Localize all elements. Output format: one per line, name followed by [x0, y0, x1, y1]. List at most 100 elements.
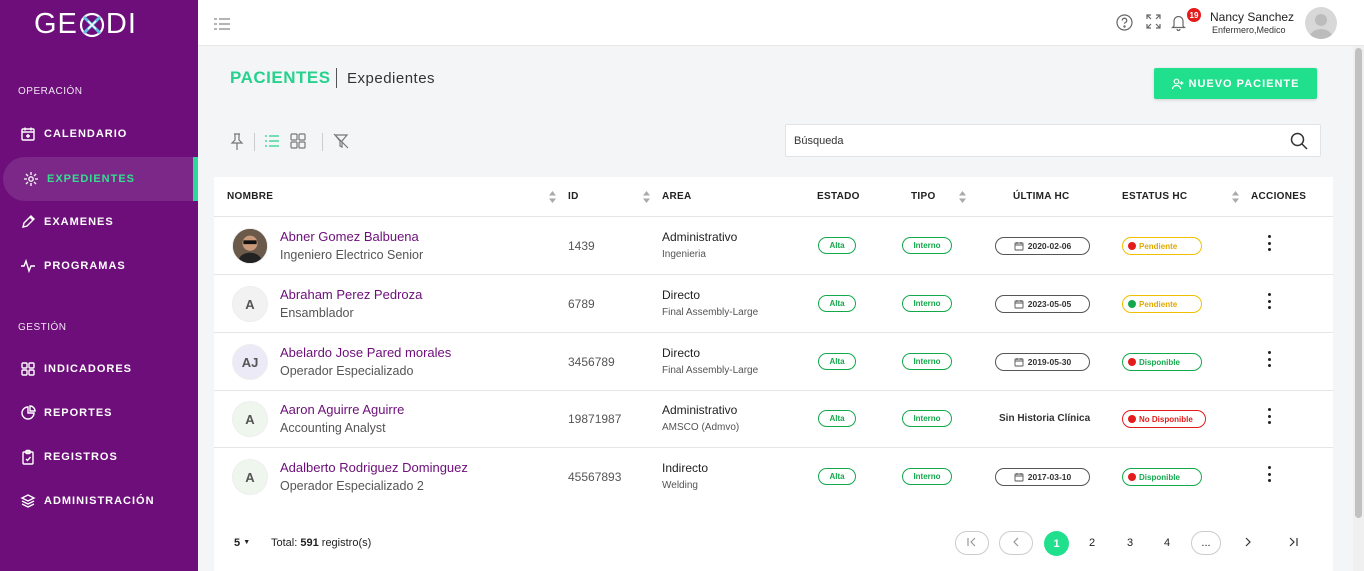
chevron-down-icon: ▼ — [243, 539, 251, 546]
first-page-button[interactable] — [955, 531, 989, 555]
row-actions-menu-icon[interactable] — [1263, 351, 1275, 367]
total-label: Total: — [271, 537, 298, 549]
page-size-value: 5 — [234, 537, 241, 549]
status-dot-icon — [1128, 473, 1136, 481]
new-patient-label: NUEVO PACIENTE — [1188, 77, 1300, 90]
patient-area: Administrativo — [662, 403, 738, 417]
column-header-ultima-hc[interactable]: ÚLTIMA HC — [1013, 191, 1070, 202]
tipo-badge: Interno — [902, 295, 952, 312]
page-button-4[interactable]: 4 — [1155, 531, 1179, 555]
column-header-area[interactable]: AREA — [662, 191, 692, 202]
topbar: 19 Nancy Sanchez Enfermero,Medico — [198, 0, 1364, 46]
page-subtitle: Expedientes — [347, 70, 436, 87]
section-label-operacion: OPERACIÓN — [18, 86, 83, 97]
column-header-estatus-hc[interactable]: ESTATUS HC — [1122, 191, 1188, 202]
user-name[interactable]: Nancy Sanchez — [1210, 10, 1295, 24]
patient-id: 45567893 — [568, 470, 622, 484]
more-pages-button[interactable]: ... — [1191, 531, 1221, 555]
sort-icon[interactable] — [643, 190, 650, 208]
sort-icon[interactable] — [959, 190, 966, 208]
estado-badge: Alta — [818, 410, 856, 427]
page-button-1[interactable]: 1 — [1044, 531, 1069, 556]
search-icon[interactable] — [1290, 132, 1308, 155]
new-patient-button[interactable]: NUEVO PACIENTE — [1154, 68, 1317, 99]
column-header-nombre[interactable]: NOMBRE — [227, 191, 274, 202]
avatar[interactable]: A — [232, 286, 268, 322]
toolbar-divider — [254, 133, 255, 151]
avatar[interactable]: A — [232, 459, 268, 495]
row-actions-menu-icon[interactable] — [1263, 293, 1275, 309]
row-actions-menu-icon[interactable] — [1263, 408, 1275, 424]
sidebar-item-calendario[interactable]: CALENDARIO — [0, 112, 198, 156]
pin-icon[interactable] — [230, 133, 244, 156]
page-size-select[interactable]: 5 ▼ — [234, 537, 250, 549]
patient-job: Ingeniero Electrico Senior — [280, 248, 424, 262]
patient-name-link[interactable]: Adalberto Rodriguez Dominguez — [280, 460, 468, 475]
row-actions-menu-icon[interactable] — [1263, 235, 1275, 251]
sidebar-item-label: REPORTES — [44, 407, 113, 419]
sidebar-item-examenes[interactable]: EXAMENES — [0, 200, 198, 244]
patient-area: Indirecto — [662, 461, 709, 475]
avatar[interactable]: AJ — [232, 344, 268, 380]
row-divider — [214, 332, 1333, 333]
patient-job: Accounting Analyst — [280, 421, 386, 435]
fullscreen-icon[interactable] — [1146, 14, 1161, 34]
column-header-id[interactable]: ID — [568, 191, 579, 202]
user-role: Enfermero,Medico — [1212, 25, 1286, 35]
toolbar-divider — [322, 133, 323, 151]
page-button-2[interactable]: 2 — [1080, 531, 1104, 555]
sidebar-item-administracion[interactable]: ADMINISTRACIÓN — [0, 479, 198, 523]
search-input[interactable] — [786, 125, 1266, 156]
patient-area-sub: Welding — [662, 480, 698, 491]
last-hc-date[interactable]: 2023-05-05 — [995, 295, 1090, 313]
row-divider — [214, 447, 1333, 448]
estado-badge: Alta — [818, 353, 856, 370]
estado-badge: Alta — [818, 468, 856, 485]
column-header-estado[interactable]: ESTADO — [817, 191, 860, 202]
patient-name-link[interactable]: Aaron Aguirre Aguirre — [280, 402, 405, 417]
last-hc-date[interactable]: 2020-02-06 — [995, 237, 1090, 255]
sidebar-item-programas[interactable]: PROGRAMAS — [0, 244, 198, 288]
status-dot-icon — [1128, 415, 1136, 423]
last-hc-date[interactable]: 2017-03-10 — [995, 468, 1090, 486]
avatar[interactable]: A — [232, 401, 268, 437]
estatus-hc-badge: Disponible — [1122, 468, 1202, 486]
last-hc-date[interactable]: 2019-05-30 — [995, 353, 1090, 371]
calendar-icon — [1014, 472, 1024, 482]
last-page-button[interactable] — [1281, 531, 1305, 555]
avatar[interactable] — [232, 228, 268, 264]
list-view-icon[interactable] — [264, 133, 280, 154]
sidebar-item-label: INDICADORES — [44, 363, 133, 375]
sort-icon[interactable] — [549, 190, 556, 208]
patient-name-link[interactable]: Abraham Perez Pedroza — [280, 287, 423, 302]
layers-icon — [20, 493, 36, 509]
sidebar-item-expedientes[interactable]: EXPEDIENTES — [3, 157, 198, 201]
page-scrollbar[interactable] — [1353, 46, 1364, 571]
help-icon[interactable] — [1116, 14, 1133, 36]
user-avatar[interactable] — [1305, 7, 1337, 39]
calendar-icon — [1014, 299, 1024, 309]
tipo-badge: Interno — [902, 237, 952, 254]
notification-bell-icon[interactable] — [1171, 14, 1186, 36]
sidebar-item-indicadores[interactable]: INDICADORES — [0, 347, 198, 391]
patient-name-link[interactable]: Abner Gomez Balbuena — [280, 229, 419, 244]
grid-view-icon[interactable] — [290, 133, 306, 154]
last-page-icon — [1287, 536, 1299, 551]
sidebar-item-registros[interactable]: REGISTROS — [0, 435, 198, 479]
sidebar-item-reportes[interactable]: REPORTES — [0, 391, 198, 435]
row-actions-menu-icon[interactable] — [1263, 466, 1275, 482]
patient-name-link[interactable]: Abelardo Jose Pared morales — [280, 345, 452, 360]
menu-toggle-icon[interactable] — [214, 17, 230, 35]
clear-filter-icon[interactable] — [333, 133, 349, 154]
patient-area-sub: AMSCO (Admvo) — [662, 422, 740, 433]
logo[interactable]: GE DI — [34, 8, 137, 41]
section-label-gestion: GESTIÓN — [18, 322, 67, 333]
page-button-3[interactable]: 3 — [1118, 531, 1142, 555]
column-header-tipo[interactable]: TIPO — [911, 191, 936, 202]
scrollbar-thumb[interactable] — [1355, 48, 1362, 518]
prev-page-button[interactable] — [999, 531, 1033, 555]
header-divider — [214, 216, 1333, 217]
sort-icon[interactable] — [1232, 190, 1239, 208]
chevron-right-icon — [1242, 536, 1254, 551]
next-page-button[interactable] — [1236, 531, 1260, 555]
